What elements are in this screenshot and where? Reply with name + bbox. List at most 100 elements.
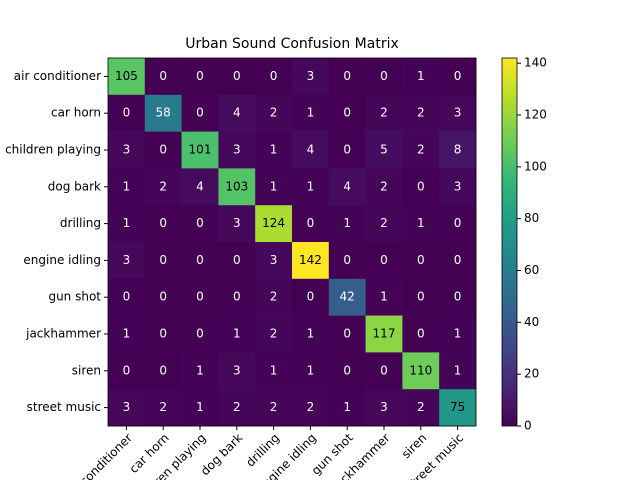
heatmap-cell (402, 58, 440, 96)
cell-label: 0 (343, 253, 351, 267)
cell-label: 3 (454, 179, 462, 193)
axes-frame (107, 57, 477, 427)
cell-label: 0 (270, 69, 278, 83)
cell-label: 0 (159, 363, 167, 377)
cell-label: 4 (343, 179, 351, 193)
heatmap-cell (439, 389, 477, 427)
y-tick-label: jackhammer (25, 327, 101, 341)
cell-label: 0 (196, 69, 204, 83)
y-tick-label: air conditioner (14, 69, 101, 83)
cell-label: 3 (307, 69, 315, 83)
cell-label: 0 (307, 216, 315, 230)
heatmap-cell (292, 315, 330, 353)
heatmap-cell (144, 58, 182, 96)
cell-label: 0 (417, 179, 425, 193)
heatmap-cell (402, 168, 440, 206)
colorbar (501, 57, 518, 427)
cell-label: 1 (417, 216, 425, 230)
cell-label: 1 (270, 179, 278, 193)
cell-label: 4 (233, 106, 241, 120)
cell-label: 0 (159, 253, 167, 267)
cell-label: 0 (417, 290, 425, 304)
y-tick-label: drilling (60, 216, 101, 230)
heatmap-cell (365, 94, 403, 132)
cell-label: 0 (380, 253, 388, 267)
cell-label: 4 (196, 179, 204, 193)
cell-label: 0 (343, 363, 351, 377)
cell-label: 1 (270, 363, 278, 377)
heatmap-cell (328, 131, 366, 169)
cell-label: 3 (233, 143, 241, 157)
heatmap-cell (108, 352, 146, 390)
cell-label: 0 (343, 69, 351, 83)
cell-label: 105 (115, 69, 138, 83)
cell-label: 1 (233, 327, 241, 341)
cell-label: 2 (380, 216, 388, 230)
cell-label: 5 (380, 143, 388, 157)
heatmap-cell (402, 315, 440, 353)
cell-label: 2 (159, 179, 167, 193)
heatmap-cell (255, 242, 293, 280)
cell-label: 3 (380, 400, 388, 414)
x-tick-label: air conditioner (63, 431, 135, 480)
heatmap-cell (328, 278, 366, 316)
heatmap-cell (181, 94, 219, 132)
cell-label: 1 (307, 106, 315, 120)
colorbar-tick-label: 80 (524, 211, 539, 225)
heatmap-cell (108, 58, 146, 96)
heatmap-cell (108, 94, 146, 132)
heatmap-cell (108, 242, 146, 280)
cell-label: 3 (233, 363, 241, 377)
heatmap-cell (328, 315, 366, 353)
cell-label: 2 (159, 400, 167, 414)
heatmap-cell (108, 278, 146, 316)
cell-label: 1 (454, 327, 462, 341)
cell-label: 2 (380, 179, 388, 193)
heatmap-cell (402, 94, 440, 132)
heatmap-cell (144, 131, 182, 169)
heatmap-cell (255, 352, 293, 390)
heatmap-cell (108, 315, 146, 353)
heatmap-cell (144, 389, 182, 427)
heatmap-cell (218, 94, 256, 132)
cell-label: 0 (343, 327, 351, 341)
heatmap-cell (328, 94, 366, 132)
y-tick-label: car horn (51, 106, 101, 120)
heatmap-cell (439, 352, 477, 390)
heatmap-cell (328, 58, 366, 96)
cell-label: 2 (417, 400, 425, 414)
cell-label: 0 (159, 327, 167, 341)
cell-label: 1 (307, 179, 315, 193)
heatmap-cell (439, 315, 477, 353)
cell-label: 1 (196, 363, 204, 377)
cell-label: 1 (454, 363, 462, 377)
heatmap-cell (328, 242, 366, 280)
heatmap-cell (181, 389, 219, 427)
cell-label: 0 (123, 363, 131, 377)
heatmap-cell (144, 315, 182, 353)
heatmap-cell (108, 168, 146, 206)
heatmap-cell (181, 242, 219, 280)
cell-label: 142 (299, 253, 322, 267)
cell-label: 0 (417, 253, 425, 267)
heatmap-cell (255, 205, 293, 243)
heatmap-cell (255, 94, 293, 132)
heatmap-cell (365, 131, 403, 169)
cell-label: 3 (123, 253, 131, 267)
heatmap-cell (439, 58, 477, 96)
colorbar-tick-label: 20 (524, 367, 539, 381)
cell-label: 2 (270, 327, 278, 341)
cell-label: 0 (233, 290, 241, 304)
heatmap-cell (108, 389, 146, 427)
heatmap-cell (218, 131, 256, 169)
heatmap-cell (218, 278, 256, 316)
cell-label: 1 (343, 400, 351, 414)
cell-label: 0 (454, 290, 462, 304)
heatmap-cell (439, 242, 477, 280)
heatmap-cell (402, 131, 440, 169)
heatmap-cell (439, 278, 477, 316)
y-tick-label: dog bark (48, 179, 101, 193)
heatmap-cell (402, 242, 440, 280)
heatmap-cell (181, 205, 219, 243)
